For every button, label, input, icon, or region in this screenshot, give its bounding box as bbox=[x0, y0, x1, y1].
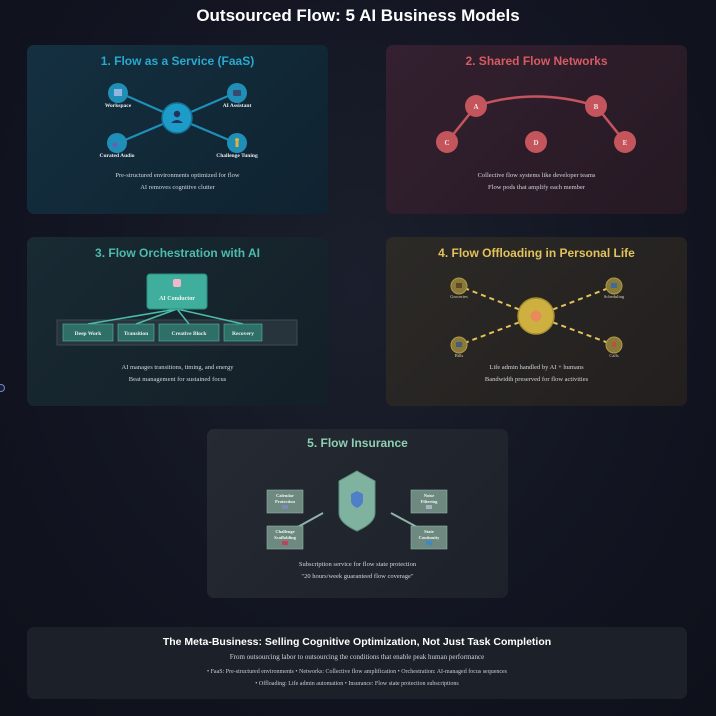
svg-text:Scaffolding: Scaffolding bbox=[274, 535, 297, 540]
offload-node-groceries: Groceries bbox=[450, 277, 468, 299]
svg-text:Noise: Noise bbox=[424, 493, 435, 498]
card-desc-line: Flow pods that amplify each member bbox=[488, 184, 585, 191]
card-desc-line: Beat management for sustained focus bbox=[128, 376, 227, 383]
svg-text:D: D bbox=[533, 139, 538, 147]
protection-calendar: Calendar Protection bbox=[266, 489, 304, 514]
insurance-diagram: Calendar Protection Noise Filtering Chal… bbox=[266, 470, 448, 550]
card-title: 1. Flow as a Service (FaaS) bbox=[100, 54, 255, 68]
svg-text:Groceries: Groceries bbox=[450, 294, 468, 299]
card-desc-line: "20 hours/week guaranteed flow coverage" bbox=[301, 573, 414, 580]
svg-text:AI Conductor: AI Conductor bbox=[159, 296, 195, 302]
card-flow-offloading: 4. Flow Offloading in Personal Life Groc… bbox=[386, 237, 687, 406]
page-title: Outsourced Flow: 5 AI Business Models bbox=[196, 6, 520, 25]
svg-text:B: B bbox=[594, 103, 599, 111]
svg-text:Recovery: Recovery bbox=[232, 331, 254, 337]
meta-bullets: • FaaS: Pre-structured environments • Ne… bbox=[206, 669, 508, 675]
svg-text:Scheduling: Scheduling bbox=[604, 294, 625, 299]
offload-node-bills: Bills bbox=[450, 336, 468, 358]
svg-text:Bills: Bills bbox=[455, 353, 464, 358]
scroll-handle[interactable] bbox=[0, 384, 5, 392]
faas-node-curated-audio: Curated Audio bbox=[100, 133, 135, 159]
block-deep-work: Deep Work bbox=[62, 323, 114, 342]
card-title: 3. Flow Orchestration with AI bbox=[95, 246, 260, 260]
protection-challenge: Challenge Scaffolding bbox=[266, 525, 304, 550]
ai-conductor-box: AI Conductor bbox=[146, 273, 208, 310]
network-node-d: D bbox=[525, 131, 547, 153]
card-desc-line: Subscription service for flow state prot… bbox=[298, 561, 417, 568]
card-flow-as-a-service: 1. Flow as a Service (FaaS) Workspace AI… bbox=[27, 45, 328, 214]
network-diagram: A B C D E bbox=[436, 95, 636, 153]
book-icon bbox=[114, 89, 122, 96]
music-icon bbox=[112, 142, 118, 148]
cart-icon bbox=[456, 283, 462, 288]
svg-text:E: E bbox=[623, 139, 628, 147]
svg-text:Continuity: Continuity bbox=[419, 535, 441, 540]
block-transition: Transition bbox=[117, 323, 155, 342]
card-title: 2. Shared Flow Networks bbox=[465, 54, 608, 68]
phone-icon bbox=[612, 342, 616, 347]
card-desc-line: AI removes cognitive clutter bbox=[140, 184, 215, 191]
relaxed-center bbox=[517, 297, 555, 335]
faas-node-label: Challenge Tuning bbox=[216, 153, 258, 159]
svg-text:C: C bbox=[444, 139, 449, 147]
card-title: 5. Flow Insurance bbox=[307, 436, 408, 450]
svg-text:Deep Work: Deep Work bbox=[75, 331, 103, 337]
ladder-icon bbox=[282, 541, 288, 545]
robot-icon bbox=[233, 90, 241, 96]
relaxed-face-icon bbox=[530, 310, 542, 322]
card-desc-line: Collective flow systems like developer t… bbox=[477, 172, 596, 179]
meta-title: The Meta-Business: Selling Cognitive Opt… bbox=[162, 636, 552, 648]
network-node-c: C bbox=[436, 131, 458, 153]
bill-icon bbox=[456, 342, 462, 347]
svg-text:A: A bbox=[473, 103, 478, 111]
network-node-a: A bbox=[465, 95, 487, 117]
offloading-diagram: Groceries Scheduling Bills Calls bbox=[450, 277, 625, 358]
card-flow-orchestration: 3. Flow Orchestration with AI AI Conduct… bbox=[27, 237, 328, 406]
offload-node-scheduling: Scheduling bbox=[604, 277, 625, 299]
loop-icon bbox=[426, 541, 432, 545]
svg-text:Filtering: Filtering bbox=[421, 499, 438, 504]
faas-node-ai-assistant: AI Assistant bbox=[223, 83, 252, 109]
calendar-icon bbox=[611, 283, 617, 288]
svg-text:Calls: Calls bbox=[609, 353, 618, 358]
shield-icon bbox=[351, 491, 363, 508]
card-shared-flow-networks: 2. Shared Flow Networks A B C D bbox=[386, 45, 687, 214]
person-icon bbox=[235, 138, 239, 142]
block-creative: Creative Block bbox=[158, 323, 220, 342]
card-desc-line: AI manages transitions, timing, and ener… bbox=[121, 364, 234, 371]
brain-icon bbox=[173, 279, 181, 287]
svg-text:Creative Block: Creative Block bbox=[172, 331, 208, 337]
card-desc-line: Life admin handled by AI + humans bbox=[489, 364, 584, 371]
protection-noise: Noise Filtering bbox=[410, 489, 448, 514]
card-desc-line: Pre-structured environments optimized fo… bbox=[115, 172, 240, 179]
faas-node-workspace: Workspace bbox=[105, 83, 132, 109]
block-recovery: Recovery bbox=[223, 323, 263, 342]
faas-node-label: Workspace bbox=[105, 103, 132, 109]
faas-hub-diagram: Workspace AI Assistant Curated Audio Cha… bbox=[100, 83, 258, 159]
svg-text:Calendar: Calendar bbox=[276, 493, 294, 498]
offload-node-calls: Calls bbox=[605, 336, 623, 358]
meta-bullets: • Offloading: Life admin automation • In… bbox=[255, 681, 459, 687]
svg-text:State: State bbox=[424, 529, 434, 534]
faas-node-challenge-tuning: Challenge Tuning bbox=[216, 133, 258, 159]
svg-text:Protection: Protection bbox=[275, 499, 295, 504]
faas-node-label: AI Assistant bbox=[223, 103, 252, 109]
meta-business-panel: The Meta-Business: Selling Cognitive Opt… bbox=[27, 627, 687, 699]
card-desc-line: Bandwidth preserved for flow activities bbox=[484, 376, 589, 383]
svg-text:Challenge: Challenge bbox=[275, 529, 294, 534]
faas-node-label: Curated Audio bbox=[100, 153, 135, 159]
user-icon bbox=[161, 102, 193, 134]
card-title: 4. Flow Offloading in Personal Life bbox=[438, 246, 635, 260]
calendar-icon bbox=[282, 505, 288, 509]
card-flow-insurance: 5. Flow Insurance Calendar Protection No… bbox=[207, 429, 508, 598]
protection-continuity: State Continuity bbox=[410, 525, 448, 550]
meta-subtitle: From outsourcing labor to outsourcing th… bbox=[229, 653, 485, 661]
orchestration-diagram: AI Conductor Deep Work Transition Creati… bbox=[56, 273, 298, 346]
network-node-e: E bbox=[614, 131, 636, 153]
svg-text:Transition: Transition bbox=[124, 331, 148, 337]
speaker-icon bbox=[426, 505, 432, 509]
shield-center bbox=[338, 470, 376, 532]
network-node-b: B bbox=[585, 95, 607, 117]
